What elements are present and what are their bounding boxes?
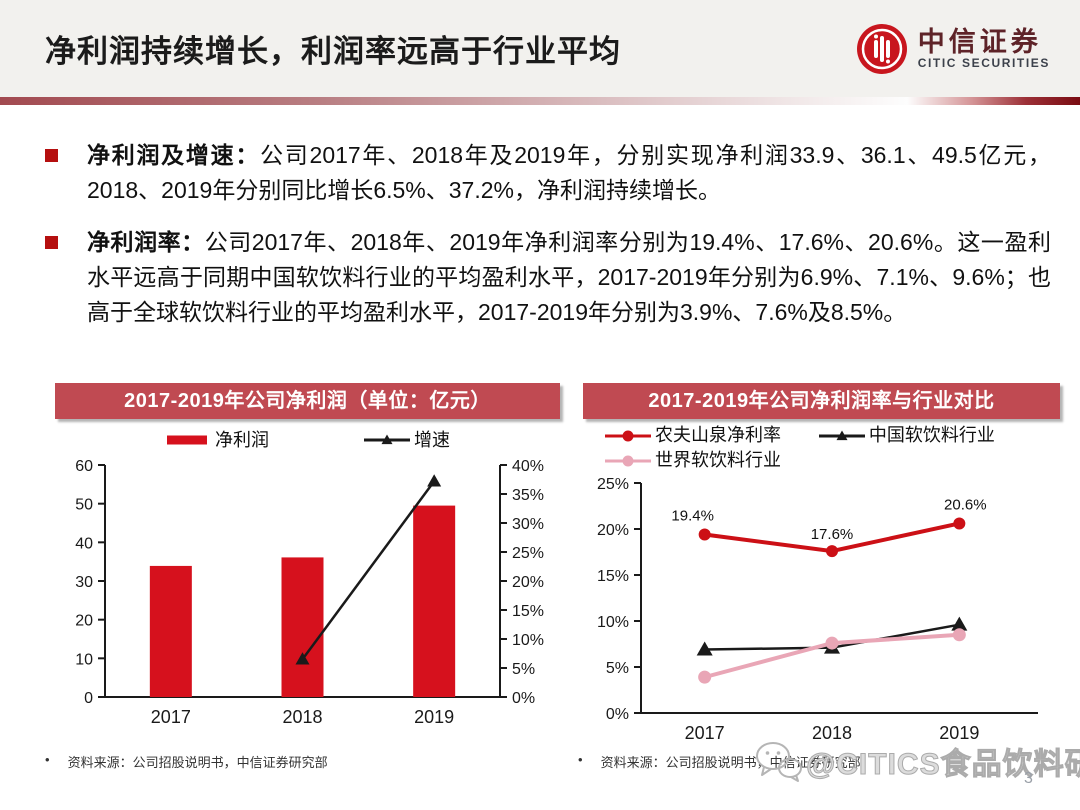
- bullet-paragraph: 净利润及增速：公司2017年、2018年及2019年，分别实现净利润33.9、3…: [87, 138, 1051, 208]
- bullet-item-net-profit: 净利润及增速：公司2017年、2018年及2019年，分别实现净利润33.9、3…: [45, 138, 1051, 208]
- svg-text:5%: 5%: [512, 661, 535, 678]
- margin-comparison-chart: 0% 5% 10% 15% 20% 25% 2017 2018 2019 19.4% 17.6% 20…: [597, 476, 1038, 743]
- source-text: 资料来源：公司招股说明书，中信证券研究部: [67, 755, 328, 770]
- svg-text:10%: 10%: [512, 632, 544, 649]
- line-swatch-icon: [605, 430, 651, 441]
- bar-swatch-icon: [167, 435, 207, 445]
- svg-text:35%: 35%: [512, 487, 544, 504]
- page-number: 3: [1024, 770, 1033, 787]
- margin-legend: 农夫山泉净利率 中国软饮料行业 世界软饮料行业: [583, 423, 1060, 473]
- bullet-paragraph: 净利润率：公司2017年、2018年、2019年净利润率分别为19.4%、17.…: [87, 225, 1051, 330]
- bullet-text: 公司2017年、2018年、2019年净利润率分别为19.4%、17.6%、20…: [87, 229, 1051, 325]
- header: 净利润持续增长，利润率远高于行业平均 中信证券 CITIC SECURITIES: [0, 0, 1080, 97]
- bullet-marker-icon: [45, 236, 58, 249]
- line-swatch-icon: [818, 430, 865, 440]
- svg-text:0%: 0%: [606, 706, 629, 723]
- svg-text:2018: 2018: [812, 723, 852, 743]
- svg-text:20%: 20%: [512, 574, 544, 591]
- net-profit-chart: 0 10 20 30 40 50 60 0% 5% 10% 15% 20% 25% 30% 35% 40% 20…: [75, 458, 544, 727]
- svg-text:0%: 0%: [512, 690, 535, 707]
- source-bullet: •: [45, 752, 50, 767]
- bullet-list: 净利润及增速：公司2017年、2018年及2019年，分别实现净利润33.9、3…: [45, 138, 1051, 347]
- svg-text:2018: 2018: [282, 707, 322, 727]
- bullet-lead: 净利润及增速：: [87, 142, 261, 168]
- svg-text:2017: 2017: [685, 723, 725, 743]
- net-profit-panel: 2017-2019年公司净利润（单位：亿元） 净利润 增速 0 10 20 30 40 5…: [55, 383, 560, 751]
- source-note-left: • 资料来源：公司招股说明书，中信证券研究部: [45, 752, 328, 771]
- svg-text:2019: 2019: [939, 723, 979, 743]
- svg-text:30%: 30%: [512, 516, 544, 533]
- svg-text:20%: 20%: [597, 522, 629, 539]
- legend-label: 世界软饮料行业: [655, 450, 781, 470]
- page-title: 净利润持续增长，利润率远高于行业平均: [45, 34, 621, 69]
- svg-text:2017: 2017: [151, 707, 191, 727]
- legend-item: 增速: [364, 428, 450, 453]
- svg-text:60: 60: [75, 458, 93, 475]
- chart-title-banner: 2017-2019年公司净利润（单位：亿元）: [55, 383, 560, 419]
- svg-text:5%: 5%: [606, 660, 629, 677]
- source-text: 资料来源：公司招股说明书，中信证券研究部: [600, 755, 861, 770]
- svg-text:15%: 15%: [597, 568, 629, 585]
- logo-name-en: CITIC SECURITIES: [917, 55, 1050, 70]
- logo-name-cn: 中信证券: [917, 26, 1042, 57]
- charts-row: 2017-2019年公司净利润（单位：亿元） 净利润 增速 0 10 20 30 40 5…: [55, 383, 1060, 751]
- svg-text:25%: 25%: [597, 476, 629, 493]
- legend-item: 中国软饮料行业: [818, 423, 1060, 448]
- svg-text:30: 30: [75, 574, 93, 591]
- bullet-marker-icon: [45, 149, 58, 162]
- svg-text:25%: 25%: [512, 545, 544, 562]
- watermark-text: @CITICS食品饮料研究: [806, 748, 1080, 782]
- citic-logo: 中信证券 CITIC SECURITIES: [856, 23, 1050, 75]
- citic-logo-icon: [856, 23, 907, 74]
- svg-text:40%: 40%: [512, 458, 544, 475]
- svg-text:40: 40: [75, 535, 93, 552]
- wechat-icon: [756, 742, 802, 782]
- logo-text: 中信证券 CITIC SECURITIES: [918, 28, 1050, 70]
- source-bullet: •: [578, 752, 583, 767]
- bullet-lead: 净利润率：: [87, 229, 205, 255]
- svg-text:50: 50: [75, 497, 93, 514]
- margin-comparison-panel: 2017-2019年公司净利润率与行业对比 农夫山泉净利率 中国软饮料行业 世界…: [583, 383, 1060, 751]
- legend-item: 农夫山泉净利率: [605, 423, 819, 448]
- legend-item: 世界软饮料行业: [605, 448, 846, 473]
- svg-text:19.4%: 19.4%: [671, 508, 714, 525]
- header-divider: [0, 97, 1080, 105]
- svg-text:10: 10: [75, 651, 93, 668]
- legend-item: 净利润: [165, 428, 269, 453]
- svg-text:0: 0: [84, 690, 93, 707]
- legend-label: 增速: [414, 429, 450, 450]
- watermark: @CITICS食品饮料研究: [752, 738, 1080, 784]
- legend-label: 中国软饮料行业: [868, 425, 995, 445]
- source-note-right: • 资料来源：公司招股说明书，中信证券研究部: [578, 752, 861, 771]
- chart-title-banner: 2017-2019年公司净利润率与行业对比: [583, 383, 1060, 419]
- svg-text:20.6%: 20.6%: [944, 496, 987, 513]
- svg-text:2019: 2019: [414, 707, 454, 727]
- svg-text:17.6%: 17.6%: [811, 526, 854, 543]
- bullet-text: 公司2017年、2018年及2019年，分别实现净利润33.9、36.1、49.…: [87, 142, 1051, 203]
- svg-text:20: 20: [75, 613, 93, 630]
- bullet-item-net-margin: 净利润率：公司2017年、2018年、2019年净利润率分别为19.4%、17.…: [45, 225, 1051, 330]
- legend-label: 农夫山泉净利率: [655, 425, 781, 445]
- line-swatch-icon: [605, 455, 651, 466]
- svg-text:10%: 10%: [597, 614, 629, 631]
- legend-label: 净利润: [215, 429, 269, 450]
- svg-text:15%: 15%: [512, 603, 544, 620]
- line-swatch-icon: [364, 434, 410, 445]
- net-profit-legend: 净利润 增速: [55, 425, 560, 455]
